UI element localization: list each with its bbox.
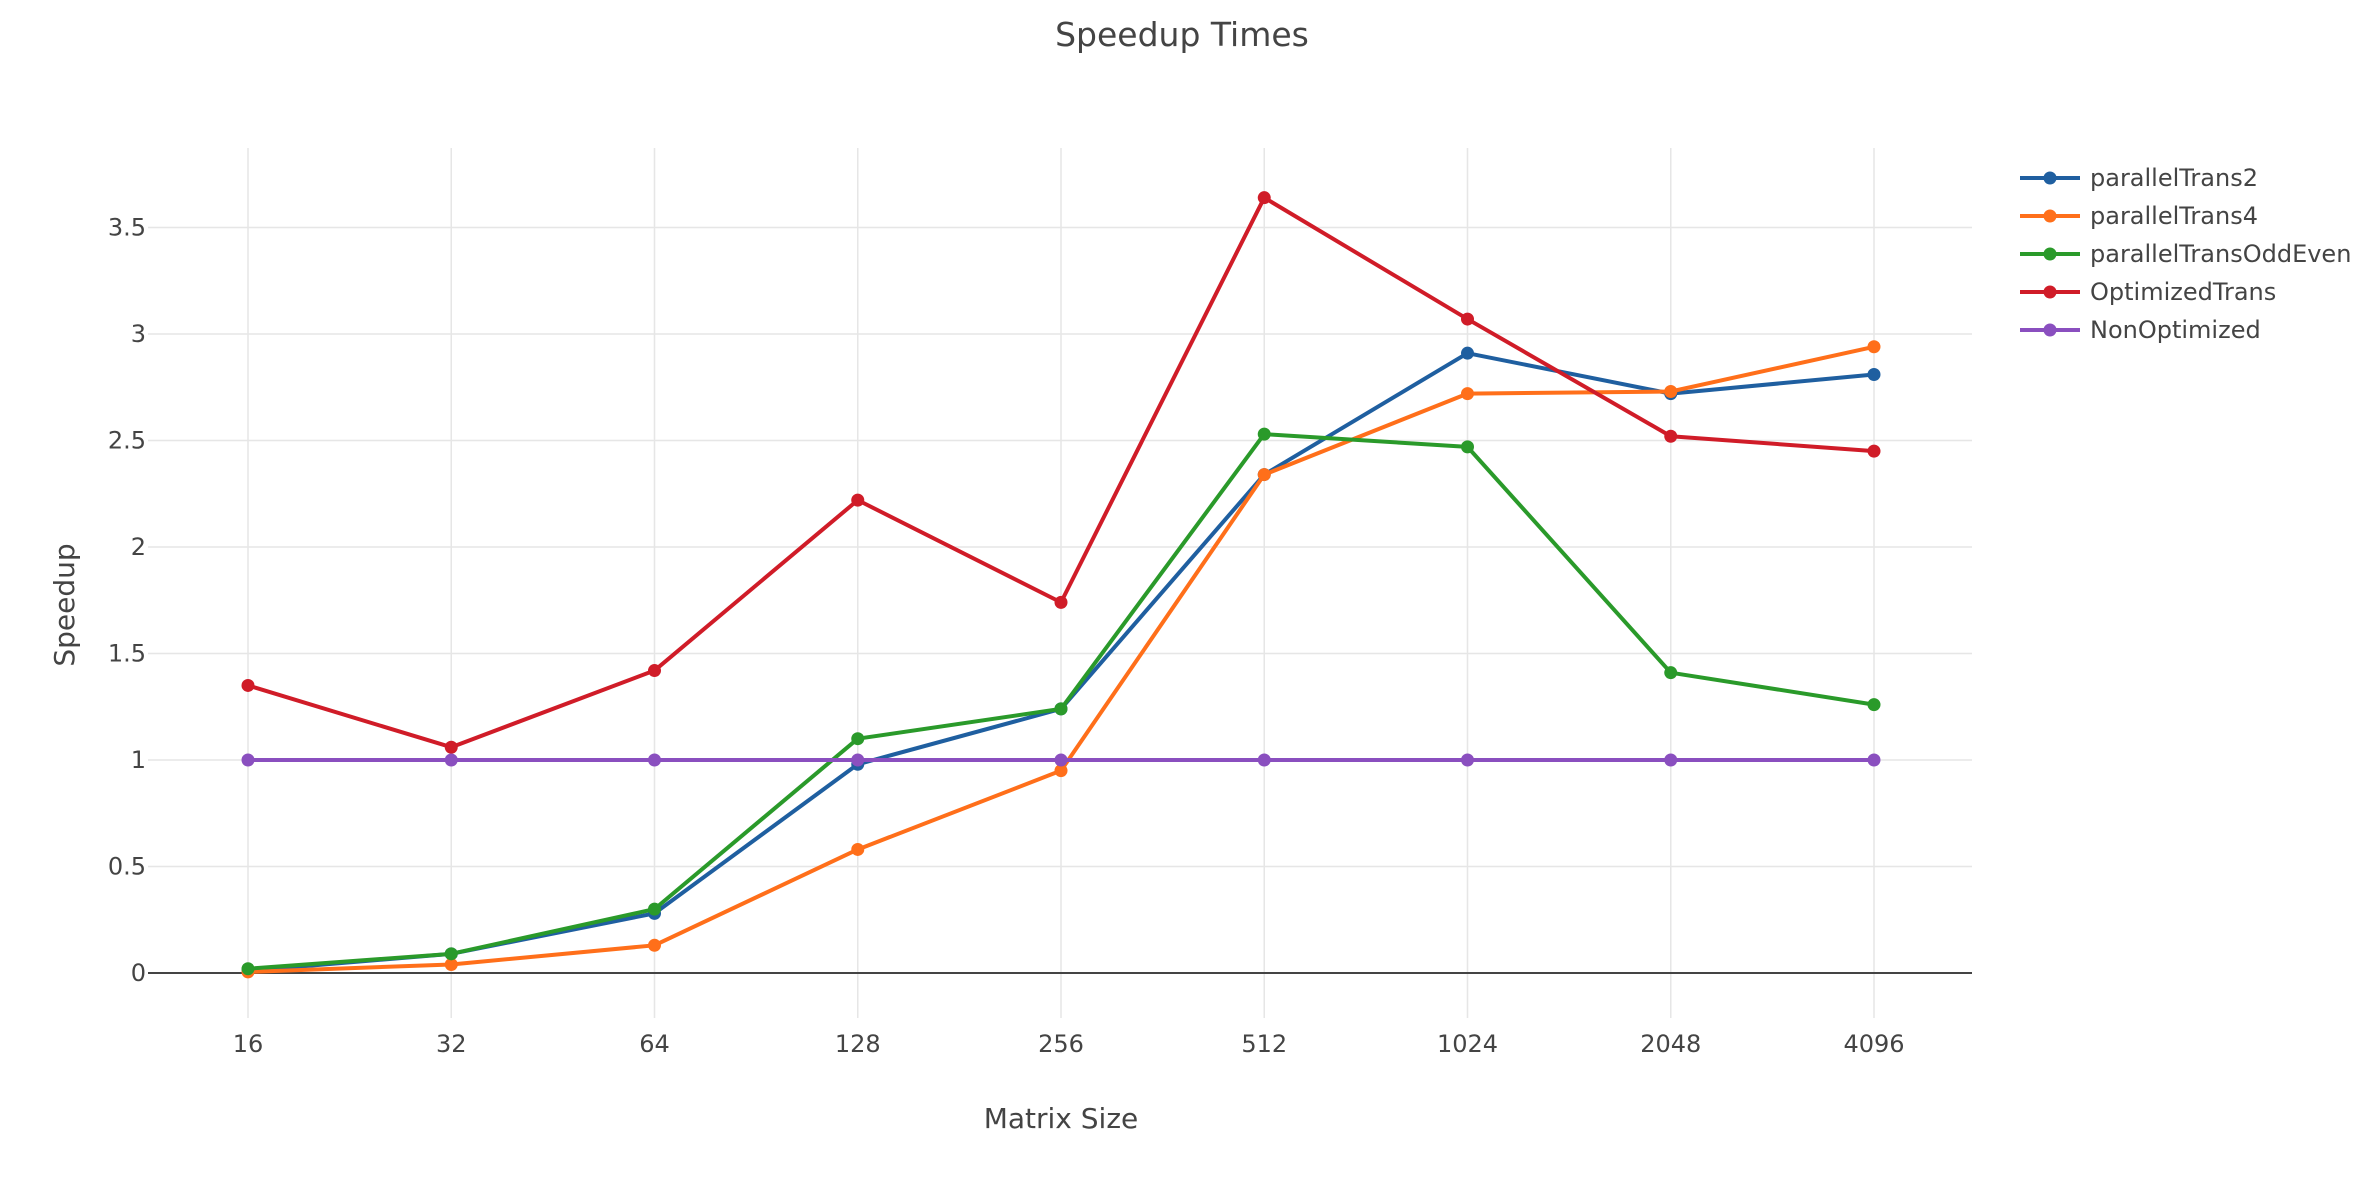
data-point: [1867, 340, 1881, 354]
data-point: [1461, 346, 1474, 360]
data-point: [1257, 468, 1271, 482]
legend-label: NonOptimized: [2090, 316, 2261, 344]
data-point: [1867, 367, 1881, 381]
data-point: [1664, 385, 1678, 399]
y-tick-label: 3: [131, 320, 146, 348]
data-point: [1461, 753, 1474, 767]
x-tick-label: 32: [436, 1030, 467, 1058]
x-tick-label: 64: [639, 1030, 670, 1058]
data-point: [1054, 702, 1068, 716]
legend-item[interactable]: NonOptimized: [2020, 316, 2261, 344]
x-tick-label: 128: [835, 1030, 881, 1058]
x-tick-label: 1024: [1437, 1030, 1498, 1058]
data-point: [1461, 387, 1474, 401]
data-point: [1257, 427, 1271, 441]
data-point: [1664, 666, 1678, 680]
data-point: [444, 740, 458, 754]
legend-label: OptimizedTrans: [2090, 278, 2276, 306]
data-point: [1867, 444, 1881, 458]
legend[interactable]: parallelTrans2 parallelTrans4 parallelTran…: [2020, 164, 2351, 344]
series-parallelTransOddEven: [241, 427, 1881, 976]
legend-swatch-marker: [2043, 323, 2057, 337]
data-point: [1257, 191, 1271, 205]
y-tick-label: 2.5: [108, 427, 146, 455]
legend-swatch-marker: [2043, 209, 2057, 223]
data-point: [1054, 753, 1068, 767]
data-point: [851, 753, 865, 767]
data-point: [1461, 440, 1474, 454]
data-point: [241, 678, 255, 692]
data-point: [648, 753, 661, 767]
legend-swatch-marker: [2043, 285, 2057, 299]
data-point: [648, 938, 661, 952]
x-axis-title: Matrix Size: [984, 1102, 1139, 1135]
data-point: [648, 902, 661, 916]
data-point: [1054, 764, 1068, 778]
legend-swatch-marker: [2043, 171, 2057, 185]
x-tick-label: 4096: [1843, 1030, 1904, 1058]
data-point: [444, 957, 458, 971]
data-point: [1257, 753, 1271, 767]
y-tick-label: 1: [131, 746, 146, 774]
chart-title: Speedup Times: [1055, 15, 1309, 54]
legend-item[interactable]: parallelTrans4: [2020, 202, 2258, 230]
legend-label: parallelTrans2: [2090, 164, 2258, 192]
data-point: [444, 753, 458, 767]
series-parallelTrans4: [241, 340, 1881, 979]
x-tick-label: 16: [233, 1030, 264, 1058]
legend-label: parallelTransOddEven: [2090, 240, 2351, 268]
x-axis-ticks: 16 32 64 128 256 512 1024 2048 4096: [233, 1030, 1905, 1058]
data-point: [851, 732, 865, 746]
legend-label: parallelTrans4: [2090, 202, 2258, 230]
data-point: [444, 947, 458, 961]
data-point: [1867, 698, 1881, 712]
y-tick-label: 0: [131, 959, 146, 987]
data-point: [1461, 312, 1474, 326]
x-tick-label: 2048: [1640, 1030, 1701, 1058]
legend-swatch-marker: [2043, 247, 2057, 261]
x-tick-label: 512: [1241, 1030, 1287, 1058]
x-tick-label: 256: [1038, 1030, 1084, 1058]
data-point: [241, 962, 255, 976]
data-point: [1664, 429, 1678, 443]
data-point: [648, 664, 661, 678]
series-group: [241, 191, 1881, 979]
legend-item[interactable]: parallelTrans2: [2020, 164, 2258, 192]
y-tick-label: 3.5: [108, 214, 146, 242]
y-axis-ticks: 0 0.5 1 1.5 2 2.5 3 3.5: [108, 214, 146, 988]
y-tick-label: 2: [131, 533, 146, 561]
y-tick-label: 1.5: [108, 640, 146, 668]
data-point: [1867, 753, 1881, 767]
legend-item[interactable]: OptimizedTrans: [2020, 278, 2276, 306]
data-point: [241, 753, 255, 767]
y-axis-title: Speedup: [48, 543, 81, 666]
y-tick-label: 0.5: [108, 853, 146, 881]
data-point: [851, 842, 865, 856]
series-NonOptimized: [241, 753, 1881, 767]
legend-item[interactable]: parallelTransOddEven: [2020, 240, 2351, 268]
data-point: [1664, 753, 1678, 767]
data-point: [1054, 595, 1068, 609]
data-point: [851, 493, 865, 507]
series-OptimizedTrans: [241, 191, 1881, 754]
